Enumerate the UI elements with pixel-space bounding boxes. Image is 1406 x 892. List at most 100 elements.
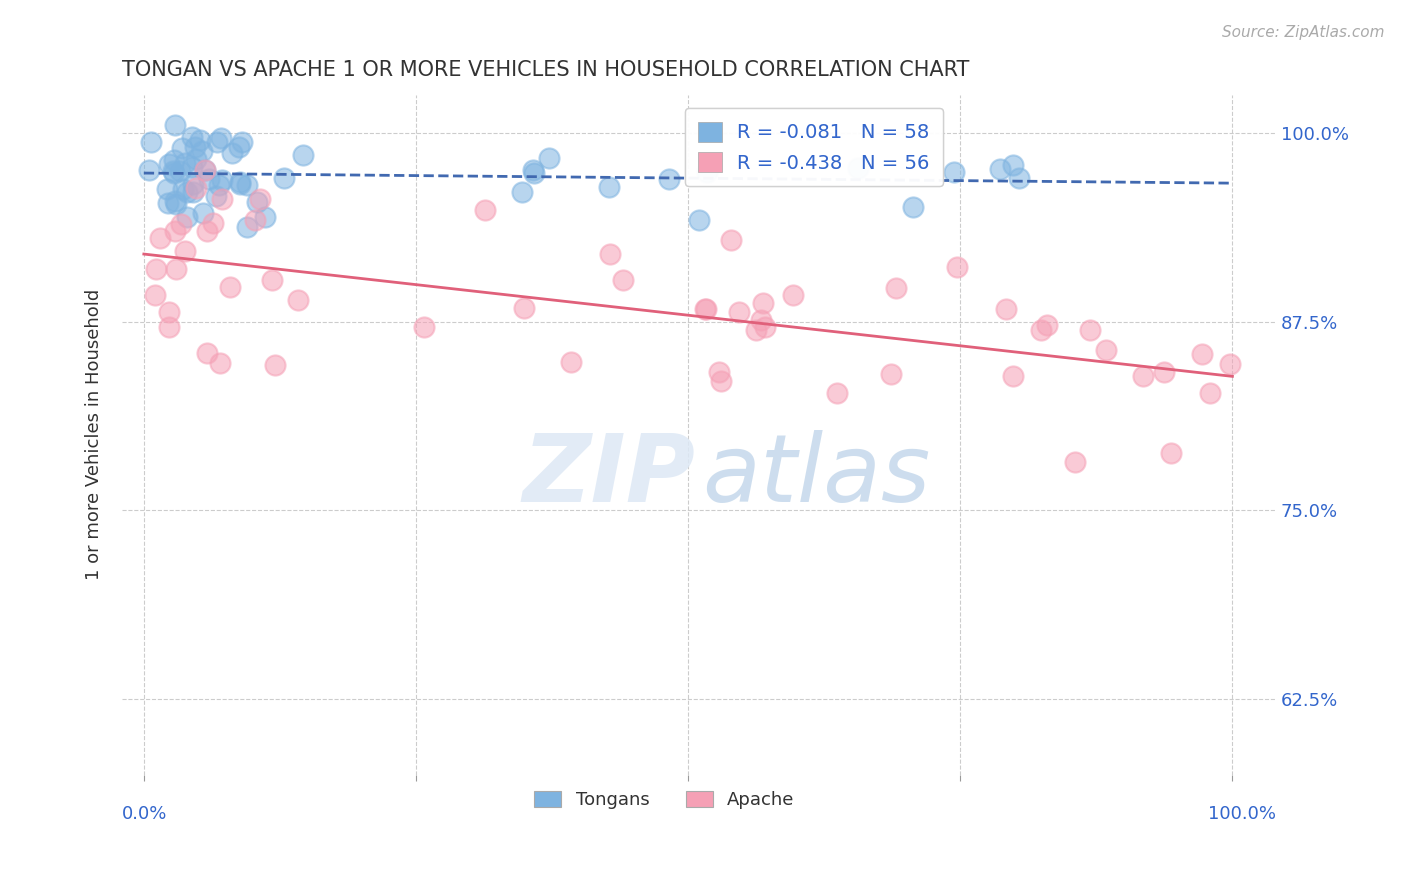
Point: [1191, 347, 1213, 361]
Point: [946, 260, 969, 274]
Point: [211, 192, 233, 206]
Point: [1063, 455, 1085, 469]
Point: [598, 180, 620, 194]
Point: [696, 165, 718, 179]
Point: [884, 281, 907, 295]
Point: [165, 197, 187, 211]
Point: [183, 140, 205, 154]
Point: [195, 346, 218, 360]
Point: [254, 210, 277, 224]
Point: [512, 186, 534, 200]
Point: [236, 178, 259, 193]
Point: [1008, 171, 1031, 186]
Point: [1001, 158, 1024, 172]
Point: [162, 163, 184, 178]
Point: [1160, 446, 1182, 460]
Point: [157, 157, 180, 171]
Point: [205, 135, 228, 149]
Point: [879, 367, 901, 381]
Point: [209, 130, 232, 145]
Point: [209, 356, 232, 370]
Point: [221, 145, 243, 160]
Point: [1094, 343, 1116, 358]
Point: [211, 172, 233, 186]
Point: [157, 305, 180, 319]
Point: [197, 171, 219, 186]
Point: [612, 272, 634, 286]
Point: [163, 194, 186, 209]
Point: [231, 135, 253, 149]
Point: [180, 160, 202, 174]
Point: [157, 196, 180, 211]
Point: [139, 135, 162, 149]
Point: [188, 133, 211, 147]
Text: Source: ZipAtlas.com: Source: ZipAtlas.com: [1222, 25, 1385, 40]
Point: [688, 212, 710, 227]
Point: [754, 320, 776, 334]
Point: [287, 293, 309, 308]
Point: [176, 210, 198, 224]
Point: [184, 181, 207, 195]
Point: [208, 178, 231, 192]
Point: [1199, 386, 1222, 401]
Point: [291, 147, 314, 161]
Point: [243, 213, 266, 227]
Point: [599, 247, 621, 261]
Text: TONGAN VS APACHE 1 OR MORE VEHICLES IN HOUSEHOLD CORRELATION CHART: TONGAN VS APACHE 1 OR MORE VEHICLES IN H…: [122, 60, 969, 79]
Point: [165, 261, 187, 276]
Point: [523, 166, 546, 180]
Point: [709, 365, 731, 379]
Text: ZIP: ZIP: [523, 430, 696, 522]
Point: [751, 296, 773, 310]
Point: [901, 200, 924, 214]
Point: [720, 233, 742, 247]
Text: atlas: atlas: [703, 430, 931, 521]
Point: [219, 280, 242, 294]
Point: [825, 386, 848, 401]
Point: [195, 224, 218, 238]
Point: [1036, 318, 1059, 332]
Point: [176, 185, 198, 199]
Point: [156, 182, 179, 196]
Point: [172, 182, 194, 196]
Point: [273, 171, 295, 186]
Point: [749, 312, 772, 326]
Point: [228, 140, 250, 154]
Legend: R = -0.081   N = 58, R = -0.438   N = 56: R = -0.081 N = 58, R = -0.438 N = 56: [685, 108, 943, 186]
Point: [538, 151, 561, 165]
Point: [205, 189, 228, 203]
Point: [249, 192, 271, 206]
Point: [193, 205, 215, 219]
Point: [181, 130, 204, 145]
Text: 0.0%: 0.0%: [122, 805, 167, 823]
Point: [264, 358, 287, 372]
Point: [173, 156, 195, 170]
Point: [165, 224, 187, 238]
Point: [994, 302, 1017, 317]
Point: [513, 301, 536, 315]
Point: [522, 163, 544, 178]
Point: [1078, 324, 1101, 338]
Point: [695, 301, 717, 316]
Point: [191, 144, 214, 158]
Point: [246, 195, 269, 210]
Point: [163, 166, 186, 180]
Point: [143, 288, 166, 302]
Text: 100.0%: 100.0%: [1208, 805, 1277, 823]
Point: [560, 355, 582, 369]
Point: [194, 162, 217, 177]
Point: [163, 153, 186, 167]
Point: [1029, 323, 1052, 337]
Point: [138, 162, 160, 177]
Point: [695, 301, 717, 316]
Y-axis label: 1 or more Vehicles in Household: 1 or more Vehicles in Household: [86, 289, 103, 581]
Point: [236, 220, 259, 235]
Point: [229, 178, 252, 192]
Point: [201, 216, 224, 230]
Point: [1219, 357, 1241, 371]
Point: [727, 305, 749, 319]
Point: [229, 175, 252, 189]
Point: [988, 161, 1011, 176]
Point: [846, 161, 869, 175]
Point: [1132, 369, 1154, 384]
